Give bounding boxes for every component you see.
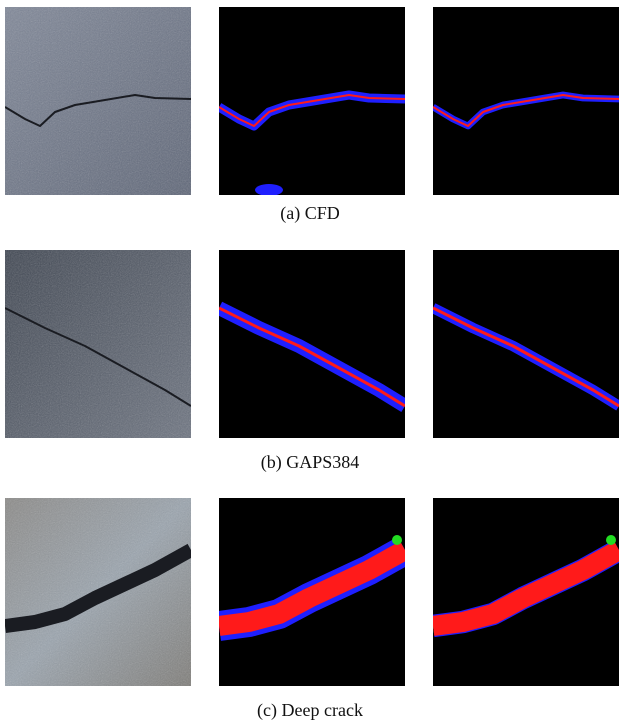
panel-content xyxy=(5,7,191,195)
caption: (b) GAPS384 xyxy=(0,452,620,473)
panel-content xyxy=(219,7,405,196)
panel-image xyxy=(5,498,191,686)
mask-bg xyxy=(219,250,405,438)
panel-image xyxy=(5,7,191,195)
panel-content xyxy=(433,7,619,195)
panel-image xyxy=(219,250,405,438)
figure: (a) CFD (b) GAPS384 (c) Deep crack xyxy=(0,0,620,726)
panel-image xyxy=(433,498,619,686)
pred-green xyxy=(392,535,402,545)
panel-content xyxy=(219,250,405,438)
panel-image xyxy=(5,250,191,438)
panel-content xyxy=(433,250,619,438)
panel-content xyxy=(5,250,191,438)
panel-image xyxy=(219,498,405,686)
panel-content xyxy=(219,498,405,686)
panel-image xyxy=(219,7,405,196)
mask-bg xyxy=(433,250,619,438)
pred-green xyxy=(606,535,616,545)
caption: (c) Deep crack xyxy=(0,700,620,721)
panel-content xyxy=(433,498,619,686)
panel-image xyxy=(433,7,619,195)
panel-image xyxy=(433,250,619,438)
pred-blue xyxy=(255,184,283,196)
panel-content xyxy=(5,498,191,686)
caption: (a) CFD xyxy=(0,203,620,224)
texture xyxy=(5,250,191,438)
figure-images xyxy=(0,0,620,726)
